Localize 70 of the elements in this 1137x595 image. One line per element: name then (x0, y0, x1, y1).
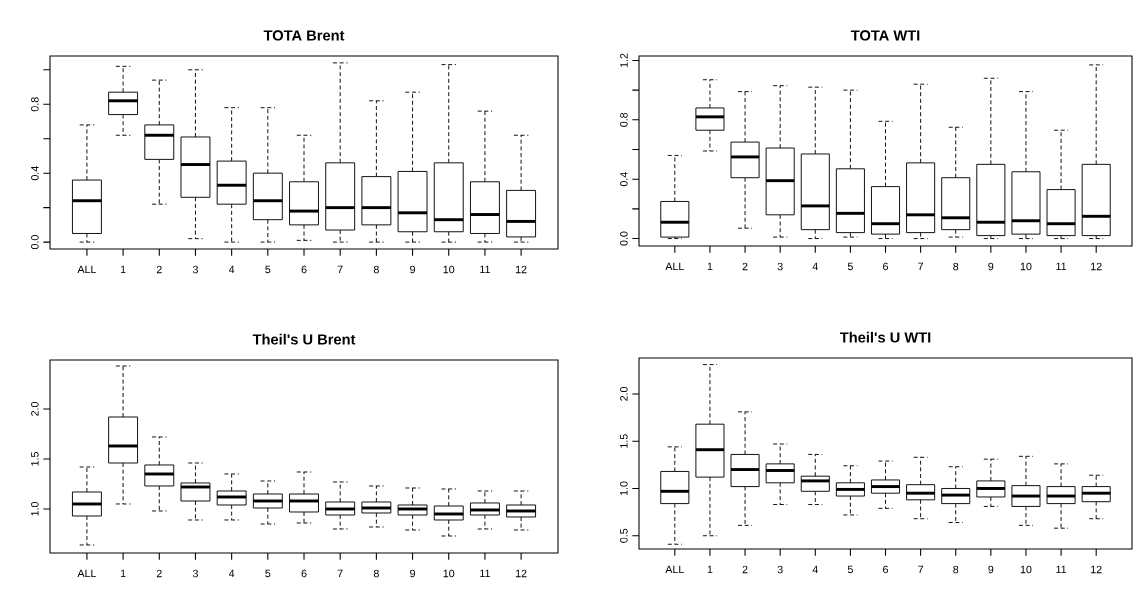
y-tick-label: 0.0 (31, 235, 39, 250)
x-tick-label: 11 (480, 265, 490, 274)
x-tick-label: ALL (665, 565, 684, 574)
y-tick-label: 0.0 (620, 231, 628, 246)
x-tick-label: 3 (192, 569, 198, 578)
x-tick-label: 7 (337, 569, 343, 578)
x-tick-label: 5 (847, 262, 853, 271)
x-tick-label: 2 (742, 565, 748, 574)
y-tick-label: 0.8 (31, 97, 39, 112)
x-tick-label: 6 (883, 262, 888, 271)
x-tick-label: 3 (777, 262, 783, 271)
x-tick-label: 5 (265, 569, 271, 578)
x-tick-label: 9 (410, 265, 416, 274)
chart-title: TOTA WTI (850, 30, 920, 41)
y-tick-label: 1.0 (31, 501, 39, 516)
x-tick-label: ALL (77, 569, 97, 578)
x-tick-label: 8 (953, 262, 959, 271)
x-tick-label: 11 (1056, 565, 1067, 574)
x-tick-label: 1 (120, 265, 126, 274)
x-tick-label: 4 (812, 262, 818, 271)
x-tick-label: ALL (665, 262, 684, 271)
chart-title: TOTA Brent (263, 30, 345, 41)
x-tick-label: 4 (812, 565, 818, 574)
y-tick-label: 0.4 (620, 172, 628, 187)
y-tick-label: 2.0 (31, 401, 39, 416)
x-tick-label: 7 (337, 265, 343, 274)
x-tick-label: 9 (410, 569, 416, 578)
x-tick-label: 1 (707, 262, 713, 271)
x-tick-label: 1 (707, 565, 713, 574)
x-tick-label: 2 (156, 265, 162, 274)
x-tick-label: 12 (1091, 565, 1102, 574)
chart-title: Theil's U Brent (252, 333, 356, 345)
x-tick-label: 10 (443, 569, 455, 578)
x-tick-label: 10 (1020, 262, 1032, 271)
x-tick-label: 2 (742, 262, 748, 271)
x-tick-label: 6 (883, 565, 888, 574)
y-tick-label: 0.8 (620, 112, 628, 127)
y-tick-label: 1.0 (620, 481, 628, 496)
x-tick-label: ALL (77, 265, 97, 274)
x-tick-label: 4 (228, 569, 235, 578)
x-tick-label: 8 (373, 265, 379, 274)
y-tick-label: 2.0 (620, 386, 628, 401)
x-tick-label: 3 (777, 565, 783, 574)
y-tick-label: 1.5 (31, 452, 39, 466)
x-tick-label: 8 (953, 565, 959, 574)
x-tick-label: 12 (515, 569, 527, 578)
x-tick-label: 3 (192, 265, 198, 274)
x-tick-label: 12 (515, 265, 527, 274)
x-tick-label: 5 (847, 565, 853, 574)
x-tick-label: 7 (918, 262, 924, 271)
x-tick-label: 7 (918, 565, 924, 574)
x-tick-label: 10 (1020, 565, 1032, 574)
x-tick-label: 10 (443, 265, 455, 274)
x-tick-label: 6 (301, 569, 307, 578)
x-tick-label: 11 (1056, 262, 1067, 271)
x-tick-label: 1 (120, 569, 126, 578)
x-tick-label: 6 (301, 265, 307, 274)
x-tick-label: 2 (156, 569, 162, 578)
x-tick-label: 9 (988, 565, 994, 574)
x-tick-label: 5 (265, 265, 271, 274)
x-tick-label: 11 (480, 569, 490, 578)
x-tick-label: 12 (1091, 262, 1102, 271)
y-tick-label: 1.2 (620, 53, 628, 68)
chart-title: Theil's U WTI (839, 331, 931, 343)
x-tick-label: 4 (228, 265, 235, 274)
x-tick-label: 9 (988, 262, 994, 271)
y-tick-label: 1.5 (620, 434, 628, 448)
y-tick-label: 0.4 (31, 166, 39, 181)
y-tick-label: 0.5 (620, 528, 628, 543)
x-tick-label: 8 (373, 569, 379, 578)
